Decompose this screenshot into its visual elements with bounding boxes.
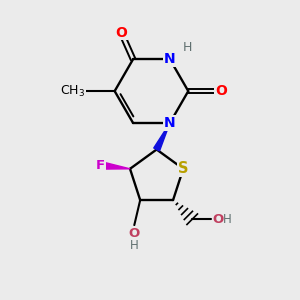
Text: F: F: [96, 159, 105, 172]
Text: O: O: [215, 84, 227, 98]
Text: O: O: [129, 226, 140, 240]
Text: H: H: [130, 239, 139, 252]
Polygon shape: [105, 163, 130, 169]
Text: N: N: [164, 116, 176, 130]
Text: H: H: [183, 41, 192, 54]
Text: H: H: [223, 213, 231, 226]
Text: CH$_3$: CH$_3$: [60, 84, 85, 99]
Polygon shape: [154, 123, 170, 151]
Text: O: O: [116, 26, 127, 40]
Text: O: O: [213, 213, 224, 226]
Text: S: S: [178, 161, 188, 176]
Text: N: N: [164, 52, 176, 66]
